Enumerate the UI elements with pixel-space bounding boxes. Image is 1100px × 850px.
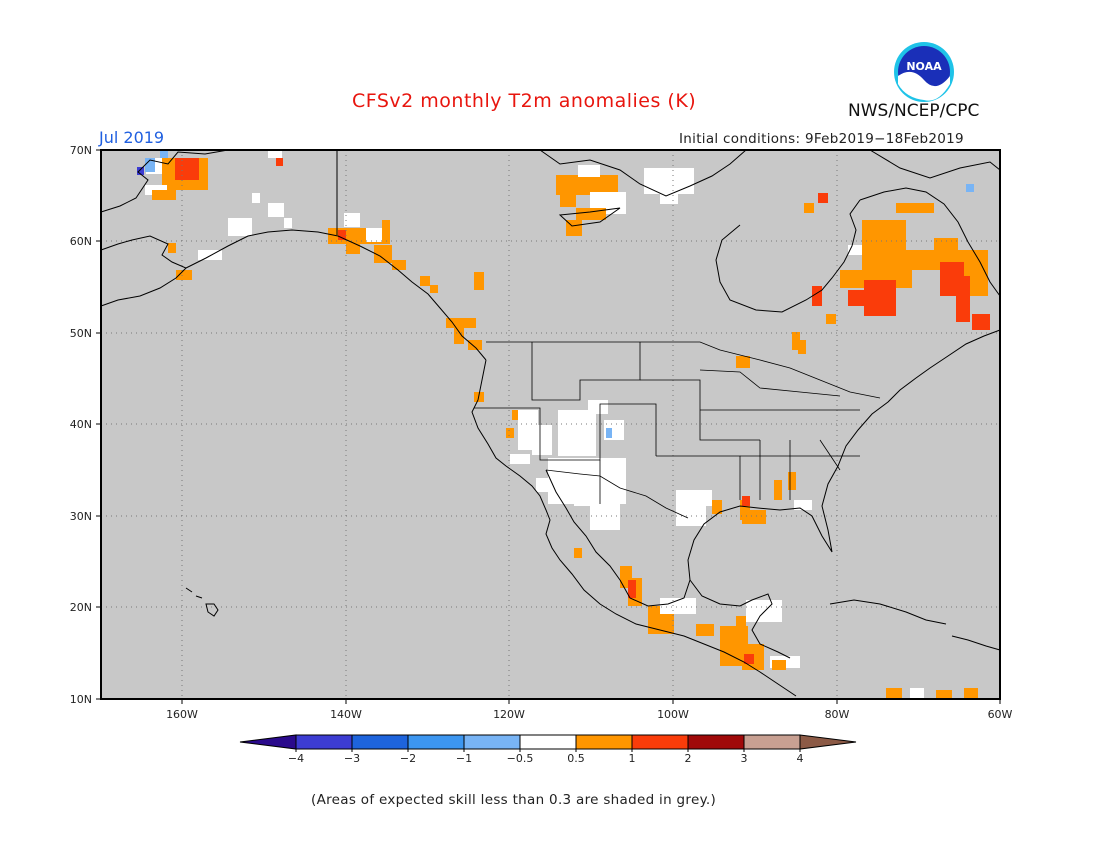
colorbar-label: 1 (629, 752, 636, 765)
colorbar-swatch (743, 734, 801, 750)
lon-label: 140W (330, 708, 362, 721)
tick-marks (96, 149, 1001, 704)
colorbar-swatch (463, 734, 521, 750)
colorbar-swatch (519, 734, 577, 750)
lat-label: 40N (70, 418, 92, 431)
logo-text: NOAA (906, 60, 942, 73)
coastlines (100, 149, 1001, 697)
colorbar-arrow-low (239, 734, 297, 750)
colorbar-labels: −4 −3 −2 −1 −0.5 0.5 1 2 3 4 (288, 749, 804, 765)
colorbar-arrow-high (799, 734, 857, 750)
colorbar-swatch (407, 734, 465, 750)
lat-label: 30N (70, 510, 92, 523)
lon-label: 80W (825, 708, 850, 721)
lon-label: 120W (493, 708, 525, 721)
colorbar-label: −1 (456, 752, 472, 765)
colorbar-label: 4 (797, 752, 804, 765)
colorbar-swatch (631, 734, 689, 750)
colorbar-label: 0.5 (567, 752, 585, 765)
colorbar-swatch (351, 734, 409, 750)
colorbar-label: 3 (741, 752, 748, 765)
footnote: (Areas of expected skill less than 0.3 a… (311, 792, 717, 808)
lat-label: 70N (70, 144, 92, 157)
forecast-month: Jul 2019 (99, 128, 165, 147)
colorbar (239, 734, 857, 750)
political-borders (474, 341, 881, 519)
initial-conditions: Initial conditions: 9Feb2019−18Feb2019 (679, 131, 964, 147)
lat-label: 60N (70, 235, 92, 248)
colorbar-label: −3 (344, 752, 360, 765)
agency-label: NWS/NCEP/CPC (848, 101, 980, 121)
lon-label: 100W (657, 708, 689, 721)
colorbar-swatch (295, 734, 353, 750)
lon-label: 60W (988, 708, 1013, 721)
colorbar-label: 2 (685, 752, 692, 765)
chart-title: CFSv2 monthly T2m anomalies (K) (352, 90, 697, 112)
noaa-logo: NOAA (894, 42, 954, 102)
colorbar-label: −0.5 (507, 752, 534, 765)
colorbar-swatch (575, 734, 633, 750)
colorbar-swatch (687, 734, 745, 750)
latitude-labels: 70N 60N 50N 40N 30N 20N 10N (70, 144, 92, 706)
lat-label: 50N (70, 327, 92, 340)
anomaly-cells (137, 150, 990, 699)
lat-label: 20N (70, 601, 92, 614)
longitude-labels: 160W 140W 120W 100W 80W 60W (166, 708, 1012, 721)
colorbar-label: −2 (400, 752, 416, 765)
lat-label: 10N (70, 693, 92, 706)
lon-label: 160W (166, 708, 198, 721)
map-background (101, 150, 1000, 699)
colorbar-label: −4 (288, 752, 304, 765)
